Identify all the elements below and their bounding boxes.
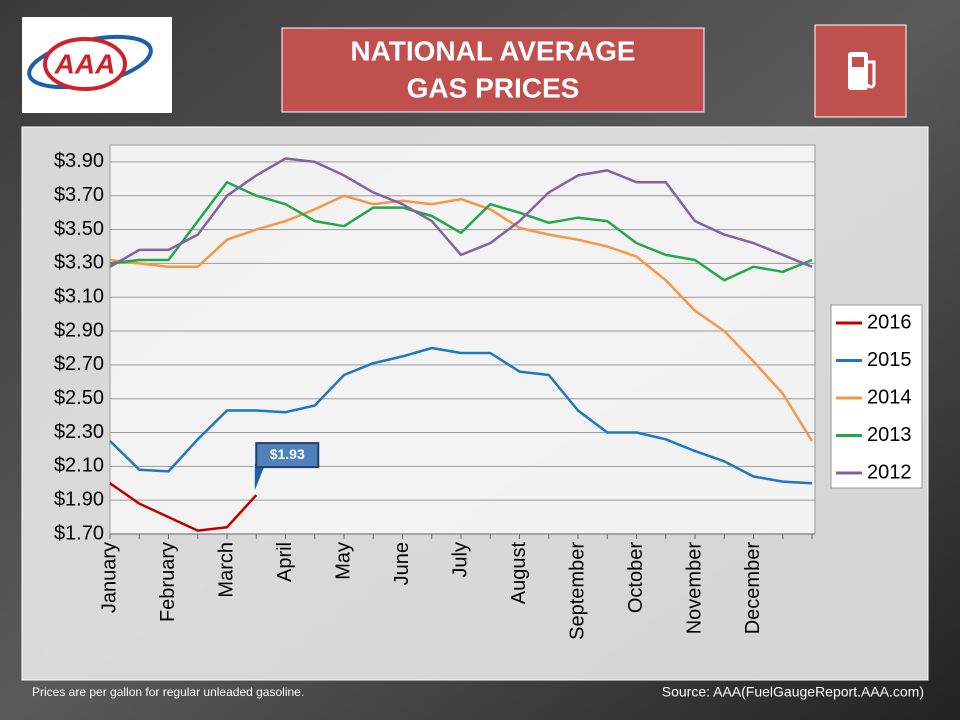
- series-line: [109, 180, 813, 282]
- legend-label: 2012: [867, 461, 912, 483]
- logo-oval: [43, 37, 127, 91]
- logo-text: AAA: [54, 48, 116, 79]
- callout-box: [255, 442, 320, 469]
- chart: $1.70 $1.90 $2.10 $2.30 $2.50 $2.70 $2.90 $3.10…: [54, 150, 912, 640]
- legend-label: 2015: [867, 349, 912, 371]
- x-tick-label: August: [508, 542, 530, 605]
- pump-window: [852, 57, 864, 67]
- y-tick-label: $2.50: [54, 387, 104, 409]
- series-line: [109, 194, 814, 442]
- series-line: [109, 157, 813, 268]
- y-tick-label: $3.10: [54, 285, 104, 307]
- legend-label: 2014: [867, 386, 912, 408]
- title-line: NATIONAL AVERAGE: [350, 35, 635, 66]
- y-tick-label: $1.90: [54, 488, 104, 510]
- x-tick-label: May: [332, 542, 354, 580]
- y-tick-label: $2.10: [54, 455, 104, 477]
- footnote: Prices are per gallon for regular unlead…: [32, 685, 304, 699]
- y-tick-label: $2.90: [54, 319, 104, 341]
- x-tick-label: June: [391, 542, 413, 585]
- x-tick-label: November: [683, 542, 705, 635]
- x-tick-label: April: [274, 542, 296, 582]
- y-tick-label: $1.70: [54, 522, 104, 544]
- legend-label: 2016: [867, 311, 912, 333]
- series-line: [109, 482, 258, 532]
- y-tick-label: $3.30: [54, 252, 104, 274]
- data-label: $1.93: [270, 446, 305, 462]
- legend-label: 2013: [867, 424, 912, 446]
- y-tick-label: $2.70: [54, 353, 104, 375]
- x-tick-label: October: [625, 542, 647, 613]
- y-tick-label: $2.30: [54, 421, 104, 443]
- y-tick-label: $3.50: [54, 218, 104, 240]
- x-tick-label: September: [566, 542, 588, 640]
- title-box: [281, 27, 705, 113]
- x-tick-label: March: [215, 542, 237, 598]
- x-tick-label: December: [742, 542, 764, 635]
- pump-hose: [866, 60, 876, 89]
- y-tick-label: $3.70: [54, 184, 104, 206]
- source: Source: AAA(FuelGaugeReport.AAA.com): [662, 684, 924, 700]
- y-tick-label: $3.90: [54, 150, 104, 172]
- x-tick-label: February: [157, 542, 179, 622]
- plot-area: [109, 144, 816, 535]
- title-line: GAS PRICES: [407, 72, 580, 103]
- x-tick-label: January: [98, 542, 120, 613]
- series-line: [109, 346, 813, 485]
- x-tick-label: July: [449, 542, 471, 578]
